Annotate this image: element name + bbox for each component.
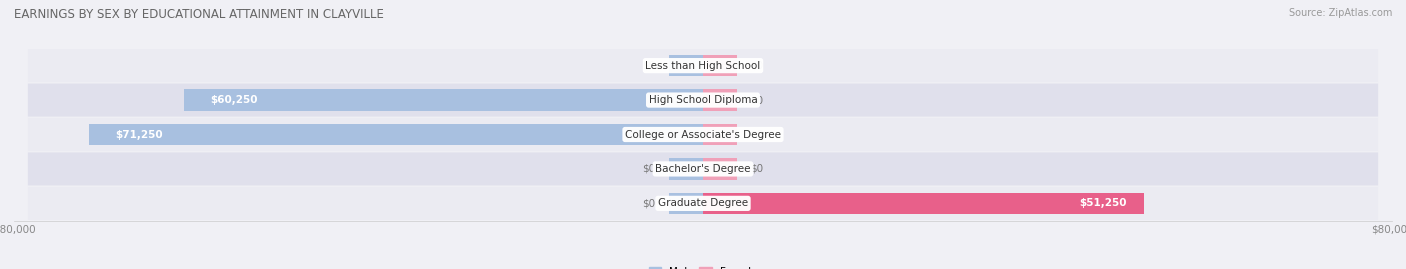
Text: Less than High School: Less than High School [645, 61, 761, 71]
Text: Graduate Degree: Graduate Degree [658, 198, 748, 208]
Text: $0: $0 [751, 61, 763, 71]
Bar [703, 89, 738, 111]
Text: $51,250: $51,250 [1080, 198, 1128, 208]
Text: $0: $0 [643, 198, 655, 208]
Legend: Male, Female: Male, Female [644, 263, 762, 269]
Bar [669, 193, 703, 214]
Text: $71,250: $71,250 [115, 129, 163, 140]
Text: $0: $0 [751, 164, 763, 174]
Bar [703, 55, 738, 76]
Bar [703, 193, 1144, 214]
Bar [184, 89, 703, 111]
Text: EARNINGS BY SEX BY EDUCATIONAL ATTAINMENT IN CLAYVILLE: EARNINGS BY SEX BY EDUCATIONAL ATTAINMEN… [14, 8, 384, 21]
Text: $0: $0 [751, 95, 763, 105]
Text: Source: ZipAtlas.com: Source: ZipAtlas.com [1288, 8, 1392, 18]
Text: $0: $0 [643, 164, 655, 174]
Bar [669, 158, 703, 180]
Text: High School Diploma: High School Diploma [648, 95, 758, 105]
FancyBboxPatch shape [28, 49, 1378, 82]
Bar [703, 158, 738, 180]
FancyBboxPatch shape [28, 153, 1378, 185]
FancyBboxPatch shape [28, 84, 1378, 116]
Text: $60,250: $60,250 [209, 95, 257, 105]
Bar [669, 55, 703, 76]
Text: Bachelor's Degree: Bachelor's Degree [655, 164, 751, 174]
Text: $0: $0 [751, 129, 763, 140]
Text: $0: $0 [643, 61, 655, 71]
Bar [703, 124, 738, 145]
Bar [90, 124, 703, 145]
Text: College or Associate's Degree: College or Associate's Degree [626, 129, 780, 140]
FancyBboxPatch shape [28, 187, 1378, 220]
FancyBboxPatch shape [28, 118, 1378, 151]
